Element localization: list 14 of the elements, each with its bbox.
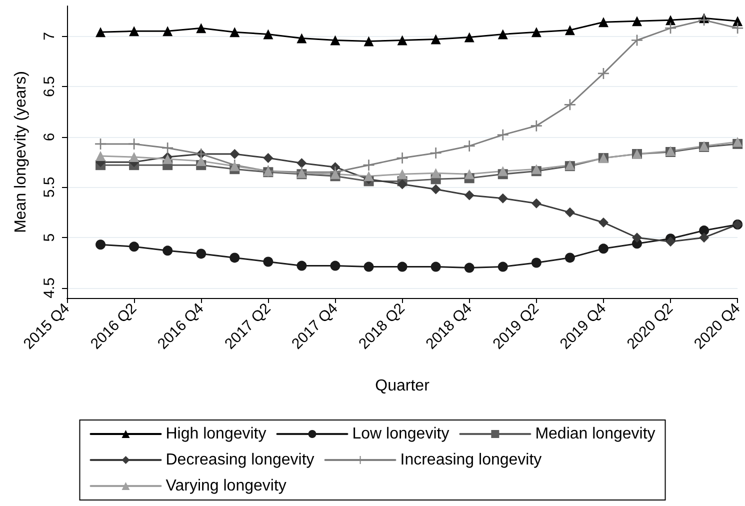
x-axis-title: Quarter <box>375 378 430 394</box>
y-tick-label: 5.5 <box>41 176 58 198</box>
legend-label: Median longevity <box>535 426 656 442</box>
y-tick-label: 4.5 <box>41 278 58 298</box>
legend-label: Low longevity <box>352 426 450 442</box>
y-tick-label: 6.5 <box>41 76 58 97</box>
y-tick-label: 5 <box>41 233 58 242</box>
legend-label: High longevity <box>166 426 266 442</box>
legend-label: Varying longevity <box>166 478 286 494</box>
y-axis-title: Mean longevity (years) <box>12 71 30 233</box>
y-tick-label: 7 <box>41 32 58 40</box>
y-tick-label: 6 <box>41 132 58 142</box>
legend-label: Decreasing longevity <box>166 452 314 468</box>
legend-label: Increasing longevity <box>400 452 542 468</box>
